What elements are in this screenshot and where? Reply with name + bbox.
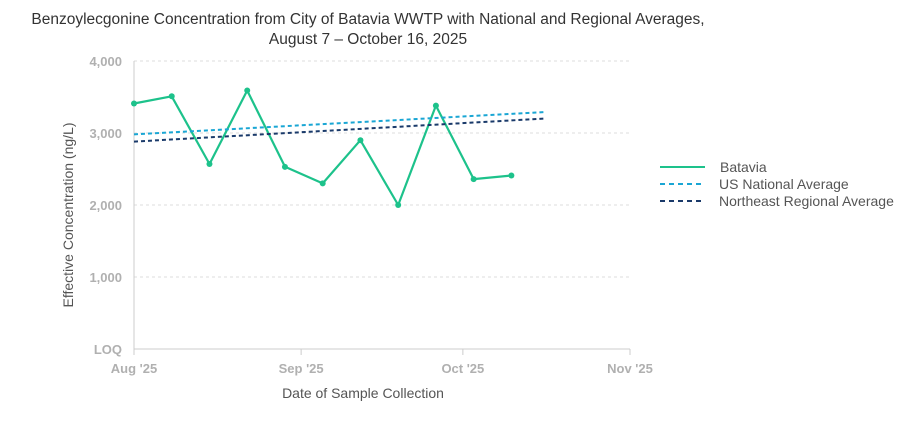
series-markers: [131, 87, 515, 208]
x-tick-label: Sep '25: [279, 361, 324, 376]
x-tick-label: Aug '25: [111, 361, 157, 376]
chart-title: Benzoylecgonine Concentration from City …: [31, 11, 704, 28]
x-tick-labels: Aug '25 Sep '25 Oct '25 Nov '25: [111, 349, 653, 376]
data-point-batavia[interactable]: [357, 137, 364, 144]
x-tick-label: Oct '25: [441, 361, 484, 376]
series-lines: [133, 89, 544, 207]
data-point-batavia[interactable]: [319, 180, 326, 187]
y-tick-label: 3,000: [89, 126, 122, 141]
x-tick-label: Nov '25: [607, 361, 653, 376]
series-line-us-national-average: [133, 111, 544, 136]
series-line-batavia: [133, 89, 512, 207]
data-point-batavia[interactable]: [206, 160, 213, 167]
y-tick-label: 1,000: [89, 270, 122, 285]
data-point-batavia[interactable]: [131, 100, 137, 107]
axes: [133, 61, 630, 350]
data-point-batavia[interactable]: [508, 172, 515, 179]
y-axis-title: Effective Concentration (ng/L): [60, 123, 76, 308]
y-tick-label: 4,000: [89, 54, 122, 69]
data-point-batavia[interactable]: [244, 87, 251, 94]
y-tick-label: LOQ: [94, 342, 122, 357]
legend-item-us-national-average[interactable]: US National Average: [660, 176, 849, 192]
data-point-batavia[interactable]: [168, 93, 175, 100]
grid: [134, 60, 630, 278]
legend-label: US National Average: [719, 176, 849, 192]
series-line-northeast-regional-average: [133, 117, 544, 143]
legend-item-northeast-regional-average[interactable]: Northeast Regional Average: [660, 193, 894, 209]
data-point-batavia[interactable]: [281, 163, 288, 170]
data-point-batavia[interactable]: [470, 176, 477, 183]
data-point-batavia[interactable]: [395, 202, 402, 208]
chart-subtitle: August 7 – October 16, 2025: [269, 31, 467, 48]
legend-label: Batavia: [720, 159, 767, 175]
x-axis-title: Date of Sample Collection: [282, 385, 444, 401]
legend-label: Northeast Regional Average: [719, 193, 894, 209]
data-point-batavia[interactable]: [432, 102, 439, 109]
y-tick-label: 2,000: [89, 198, 122, 213]
y-tick-labels: LOQ 1,000 2,000 3,000 4,000: [89, 54, 122, 357]
legend-item-batavia[interactable]: Batavia: [660, 159, 767, 175]
